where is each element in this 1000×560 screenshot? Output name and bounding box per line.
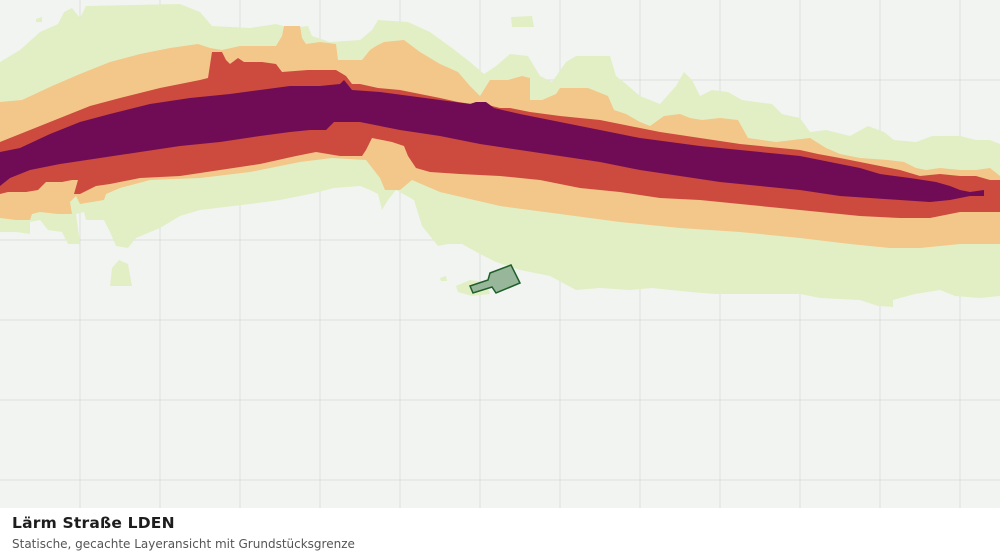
map-viewport[interactable] [0, 0, 1000, 508]
caption-subtitle: Statische, gecachte Layeransicht mit Gru… [12, 537, 355, 551]
noise-band-highest [0, 80, 984, 202]
parcel-boundary[interactable] [468, 264, 522, 294]
band-lowest-islet [511, 16, 534, 27]
map-canvas [0, 0, 1000, 508]
property-parcel[interactable] [468, 264, 522, 294]
band-lowest-islet [36, 17, 42, 22]
band-highest-main [0, 80, 984, 202]
band-lowest-islet [110, 260, 132, 286]
band-lowest-islet [440, 276, 447, 281]
caption-title: Lärm Straße LDEN [12, 514, 175, 532]
map-caption: Lärm Straße LDEN Statische, gecachte Lay… [0, 508, 1000, 560]
